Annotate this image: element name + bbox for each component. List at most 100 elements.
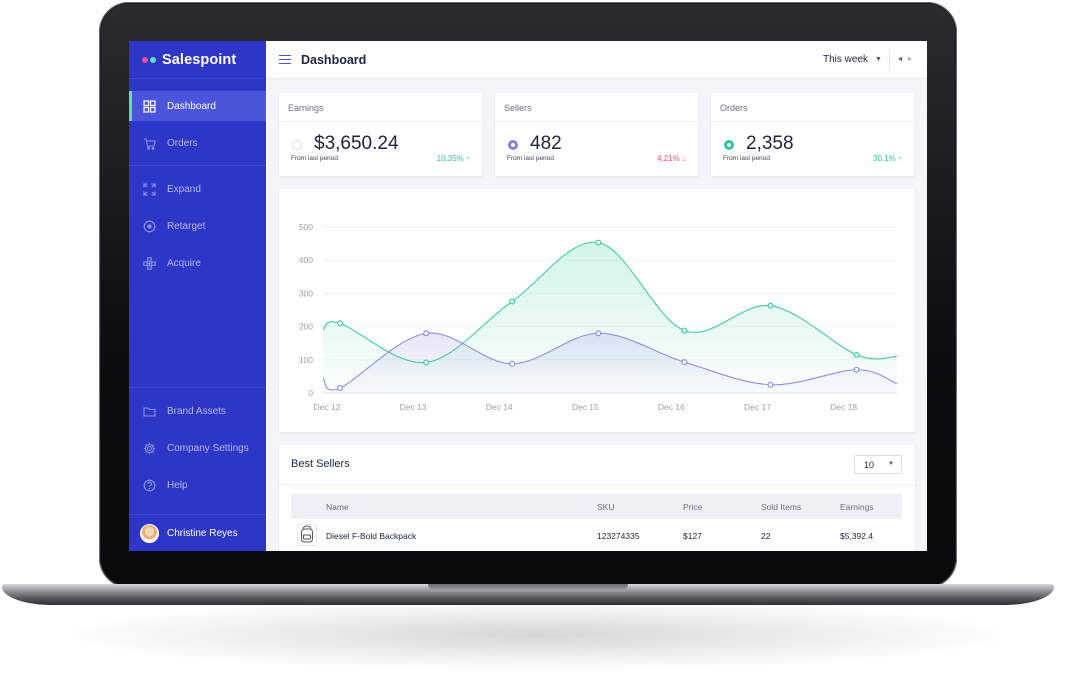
x-tick-label: Dec 17 — [744, 402, 771, 412]
sidebar-item-label: Company Settings — [167, 442, 249, 454]
x-tick-label: Dec 13 — [400, 402, 427, 412]
cart-icon — [144, 137, 156, 150]
target-icon — [143, 220, 156, 232]
sidebar-item-dashboard[interactable]: Dashboard — [129, 91, 266, 121]
y-tick-label: 200 — [299, 322, 313, 332]
logo-dot-pink — [142, 56, 148, 63]
product-earnings: $5,392.4 — [840, 531, 874, 541]
column-header-sku[interactable]: SKU — [597, 502, 615, 512]
sidebar-item-retarget[interactable]: Retarget — [129, 211, 266, 241]
area-chart: 0 100 200 300 400 500 Dec 12 Dec 13 Dec 14 Dec 15… — [299, 222, 898, 412]
data-point — [595, 239, 602, 246]
stat-title: Earnings — [279, 93, 482, 122]
data-point — [853, 366, 860, 373]
sidebar-item-company-settings[interactable]: Company Settings — [129, 433, 266, 463]
sidebar-item-label: Brand Assets — [167, 405, 226, 417]
stat-change: 30.1% ↑ — [873, 154, 902, 163]
sidebar-item-label: Acquire — [167, 257, 201, 269]
table-row[interactable]: Diesel F-Bold Backpack 123274335 $127 22… — [291, 519, 902, 551]
x-tick-label: Dec 18 — [830, 402, 857, 412]
column-header-earnings[interactable]: Earnings — [840, 502, 874, 512]
data-point — [853, 351, 860, 358]
sidebar-divider — [129, 387, 266, 388]
data-point — [595, 330, 602, 337]
column-header-price[interactable]: Price — [683, 502, 703, 512]
product-sold-items: 22 — [761, 531, 771, 541]
network-icon — [143, 256, 156, 270]
data-point — [509, 360, 516, 367]
sidebar-item-orders[interactable]: Orders — [129, 128, 266, 158]
stat-card-orders: Orders 2,358 From last period 30.1% ↑ — [711, 93, 914, 176]
help-icon — [143, 479, 156, 491]
stat-subtext: From last period — [723, 155, 770, 162]
column-header-sold-items[interactable]: Sold Items — [761, 502, 802, 512]
topbar-divider — [889, 50, 890, 70]
page-size-select[interactable]: 10 ▼ — [854, 455, 902, 474]
divider — [279, 484, 915, 485]
section-title: Best Sellers — [291, 458, 350, 470]
user-profile[interactable]: Christine Reyes — [129, 514, 266, 551]
status-circle-icon — [724, 140, 734, 150]
page-size-value: 10 — [864, 460, 875, 470]
stat-card-sellers: Sellers 482 From last period 4.21% ↓ — [495, 93, 698, 176]
line-chart-card: 0 100 200 300 400 500 Dec 12 Dec 13 Dec 14 Dec 15… — [279, 189, 915, 432]
series-area — [323, 332, 897, 393]
pager-arrows: ◂▸ — [898, 54, 918, 63]
user-name: Christine Reyes — [167, 527, 238, 539]
table-header: Name SKU Price Sold Items Earnings — [291, 494, 902, 519]
sidebar-item-brand-assets[interactable]: Brand Assets — [129, 396, 266, 426]
product-sku: 123274335 — [597, 531, 640, 541]
product-thumbnail — [297, 524, 317, 546]
folder-icon — [143, 406, 156, 417]
stat-value: 482 — [530, 133, 562, 154]
sidebar-divider — [129, 165, 266, 166]
sidebar-item-help[interactable]: Help — [129, 470, 266, 500]
logo-dot-green — [150, 56, 156, 63]
avatar — [140, 523, 159, 543]
stat-subtext: From last period — [507, 155, 554, 162]
grid-icon — [143, 99, 156, 113]
data-point — [767, 302, 774, 309]
sidebar-item-expand[interactable]: Expand — [129, 174, 266, 204]
gear-icon — [143, 442, 156, 454]
stat-title: Orders — [711, 93, 914, 122]
stat-title: Sellers — [495, 93, 698, 122]
period-dropdown[interactable]: This week ▼ — [823, 54, 882, 65]
brand[interactable]: Salespoint — [129, 41, 266, 79]
period-label: This week — [823, 54, 869, 65]
y-tick-label: 100 — [299, 355, 313, 365]
expand-icon — [143, 182, 156, 196]
product-price: $127 — [683, 531, 702, 541]
page-title: Dashboard — [301, 52, 367, 67]
data-point — [336, 320, 343, 327]
sidebar-item-label: Retarget — [167, 220, 206, 232]
app-screen: Salespoint Dashboard Orders Expand Retar… — [129, 41, 927, 551]
stat-change: 4.21% ↓ — [657, 154, 686, 163]
data-point — [681, 359, 688, 366]
status-circle-icon — [292, 140, 302, 150]
logo-icon — [142, 56, 156, 63]
next-arrow-icon[interactable]: ▸ — [908, 54, 919, 63]
laptop-shadow — [60, 600, 1012, 670]
prev-arrow-icon[interactable]: ◂ — [898, 54, 909, 63]
menu-icon[interactable] — [279, 54, 291, 65]
sidebar-item-label: Orders — [167, 137, 198, 149]
product-name: Diesel F-Bold Backpack — [326, 531, 417, 541]
x-tick-label: Dec 12 — [314, 402, 341, 412]
column-header-name[interactable]: Name — [326, 502, 349, 512]
y-tick-label: 400 — [299, 255, 313, 265]
stat-change: 10.35% ↑ — [436, 154, 470, 163]
stat-value: $3,650.24 — [314, 133, 399, 154]
laptop-base — [2, 584, 1054, 605]
data-point — [767, 381, 774, 388]
caret-down-icon: ▼ — [888, 461, 894, 467]
best-sellers-card: Best Sellers 10 ▼ Name SKU Price Sold It… — [279, 445, 915, 551]
data-point — [509, 298, 516, 305]
brand-name: Salespoint — [162, 51, 237, 68]
caret-down-icon: ▼ — [875, 56, 882, 63]
sidebar-item-label: Expand — [167, 183, 201, 195]
status-circle-icon — [508, 140, 518, 150]
x-tick-label: Dec 15 — [572, 402, 599, 412]
sidebar-item-acquire[interactable]: Acquire — [129, 248, 266, 278]
